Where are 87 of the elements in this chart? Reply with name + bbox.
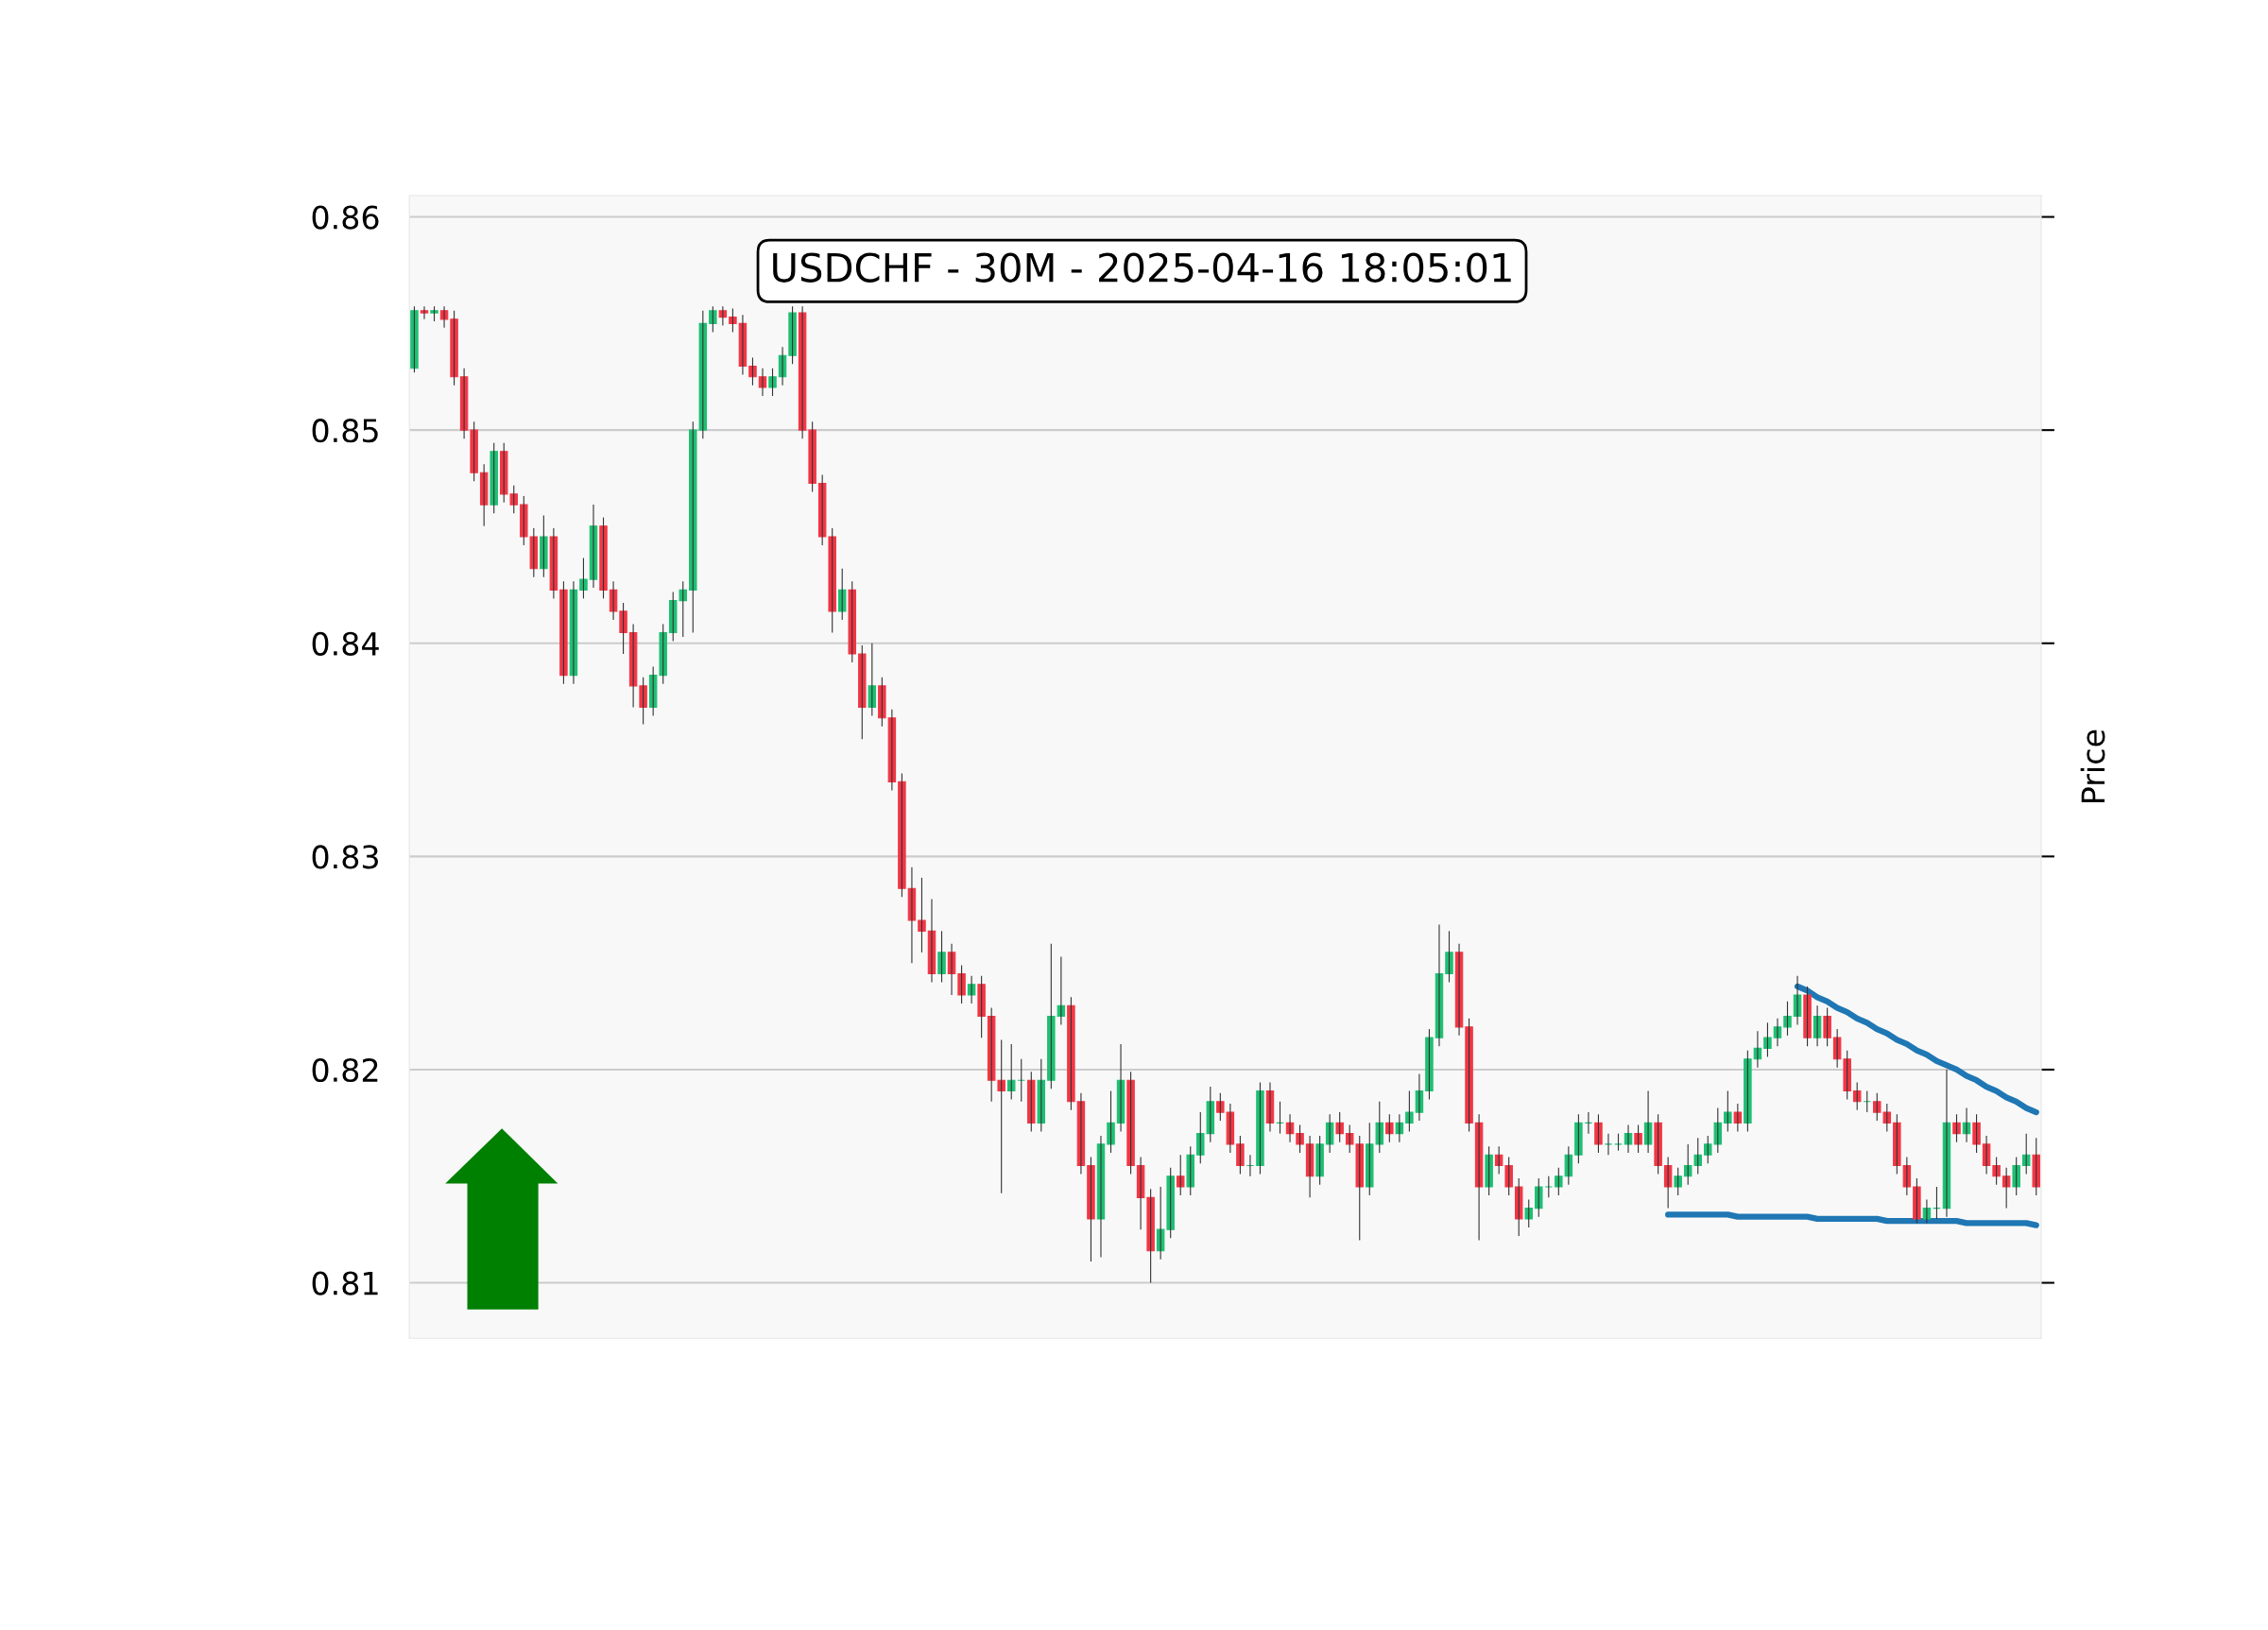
candlestick (470, 420, 478, 482)
candlestick (1574, 1113, 1583, 1164)
candlestick (918, 877, 926, 953)
y-tick-label: 0.85 (312, 419, 378, 443)
candlestick (559, 580, 568, 685)
candlestick (1674, 1167, 1682, 1196)
candlestick (599, 517, 608, 599)
candlestick (619, 602, 627, 655)
candlestick (1146, 1188, 1155, 1284)
candlestick (1385, 1113, 1394, 1143)
text: USDCHF - 30M - 2025-04-16 18:05:01 (773, 252, 1511, 283)
candlestick (1763, 1021, 1772, 1057)
candlestick (450, 310, 458, 386)
candlestick (1465, 1018, 1473, 1132)
y-tick-label: 0.82 (312, 1057, 378, 1083)
candlestick (1186, 1145, 1194, 1196)
candlestick (1047, 943, 1056, 1090)
candlestick (1296, 1124, 1304, 1154)
candlestick (1107, 1090, 1115, 1154)
candlestick (1514, 1177, 1523, 1237)
candlestick (709, 305, 717, 333)
candlestick (878, 677, 886, 728)
y-tick-label: 0.86 (312, 205, 379, 230)
candlestick (1555, 1167, 1563, 1196)
y-tick-label: 0.84 (312, 631, 379, 656)
candlestick (808, 420, 816, 493)
candlestick (2032, 1137, 2040, 1196)
candlestick (768, 368, 777, 397)
candlestick (1634, 1124, 1642, 1154)
candlestick (2021, 1133, 2031, 1175)
candlestick (788, 305, 797, 365)
y-tick-label: 0.83 (312, 845, 378, 869)
candlestick (1087, 1156, 1095, 1262)
candlestick (1843, 1050, 1851, 1101)
candlestick (828, 527, 836, 634)
candlestick (1972, 1113, 1981, 1154)
candlestick (848, 580, 856, 663)
candlestick (540, 514, 548, 578)
candlestick (1445, 930, 1453, 984)
candlestick (1006, 1043, 1016, 1101)
candlestick (1037, 1058, 1046, 1132)
candlestick (1893, 1113, 1901, 1175)
candlestick (1823, 1006, 1831, 1047)
candlestick (1315, 1135, 1324, 1186)
candlestick (1067, 996, 1075, 1111)
candlestick (868, 643, 877, 717)
candlestick (1485, 1145, 1493, 1196)
candlestick (1992, 1156, 2001, 1186)
candlestick (997, 1038, 1005, 1194)
candlestick (479, 463, 489, 527)
candlestick (1724, 1090, 1732, 1132)
candlestick (1852, 1081, 1862, 1111)
candlestick (579, 557, 588, 599)
candlestick (1783, 1001, 1792, 1037)
candlestick (1654, 1113, 1662, 1175)
candlestick (639, 677, 647, 726)
candlestick (748, 356, 757, 386)
candlestick (1335, 1111, 1344, 1143)
candlestick (1256, 1081, 1264, 1175)
candlestick (858, 644, 867, 740)
candlestick (1744, 1050, 1752, 1132)
candlestick (1236, 1135, 1245, 1175)
candlestick (957, 964, 966, 1004)
candlestick (898, 772, 906, 898)
candlestick (1166, 1167, 1175, 1239)
candlestick (1524, 1199, 1533, 1228)
y-axis-title: Price (2080, 729, 2105, 802)
candlestick (1803, 986, 1812, 1047)
candlestick (490, 442, 498, 514)
candlestick (1535, 1177, 1543, 1218)
candlestick (1126, 1071, 1135, 1175)
y-tick-label: 0.81 (312, 1271, 378, 1295)
candlestick (937, 930, 946, 984)
candlestick (1952, 1113, 1961, 1143)
candlestick (1216, 1092, 1225, 1122)
candlestick (1504, 1156, 1513, 1196)
candlestick (1913, 1177, 1921, 1224)
candlestick (837, 568, 847, 621)
candlestick (977, 975, 986, 1038)
candlestick (1027, 1071, 1036, 1132)
candlestick (1594, 1113, 1603, 1154)
candlestick (1176, 1154, 1185, 1196)
candlestick (1405, 1090, 1414, 1132)
candlestick (2012, 1156, 2020, 1196)
candlestick (410, 305, 419, 373)
candlestick (729, 308, 737, 333)
candlestick (1425, 1028, 1434, 1101)
